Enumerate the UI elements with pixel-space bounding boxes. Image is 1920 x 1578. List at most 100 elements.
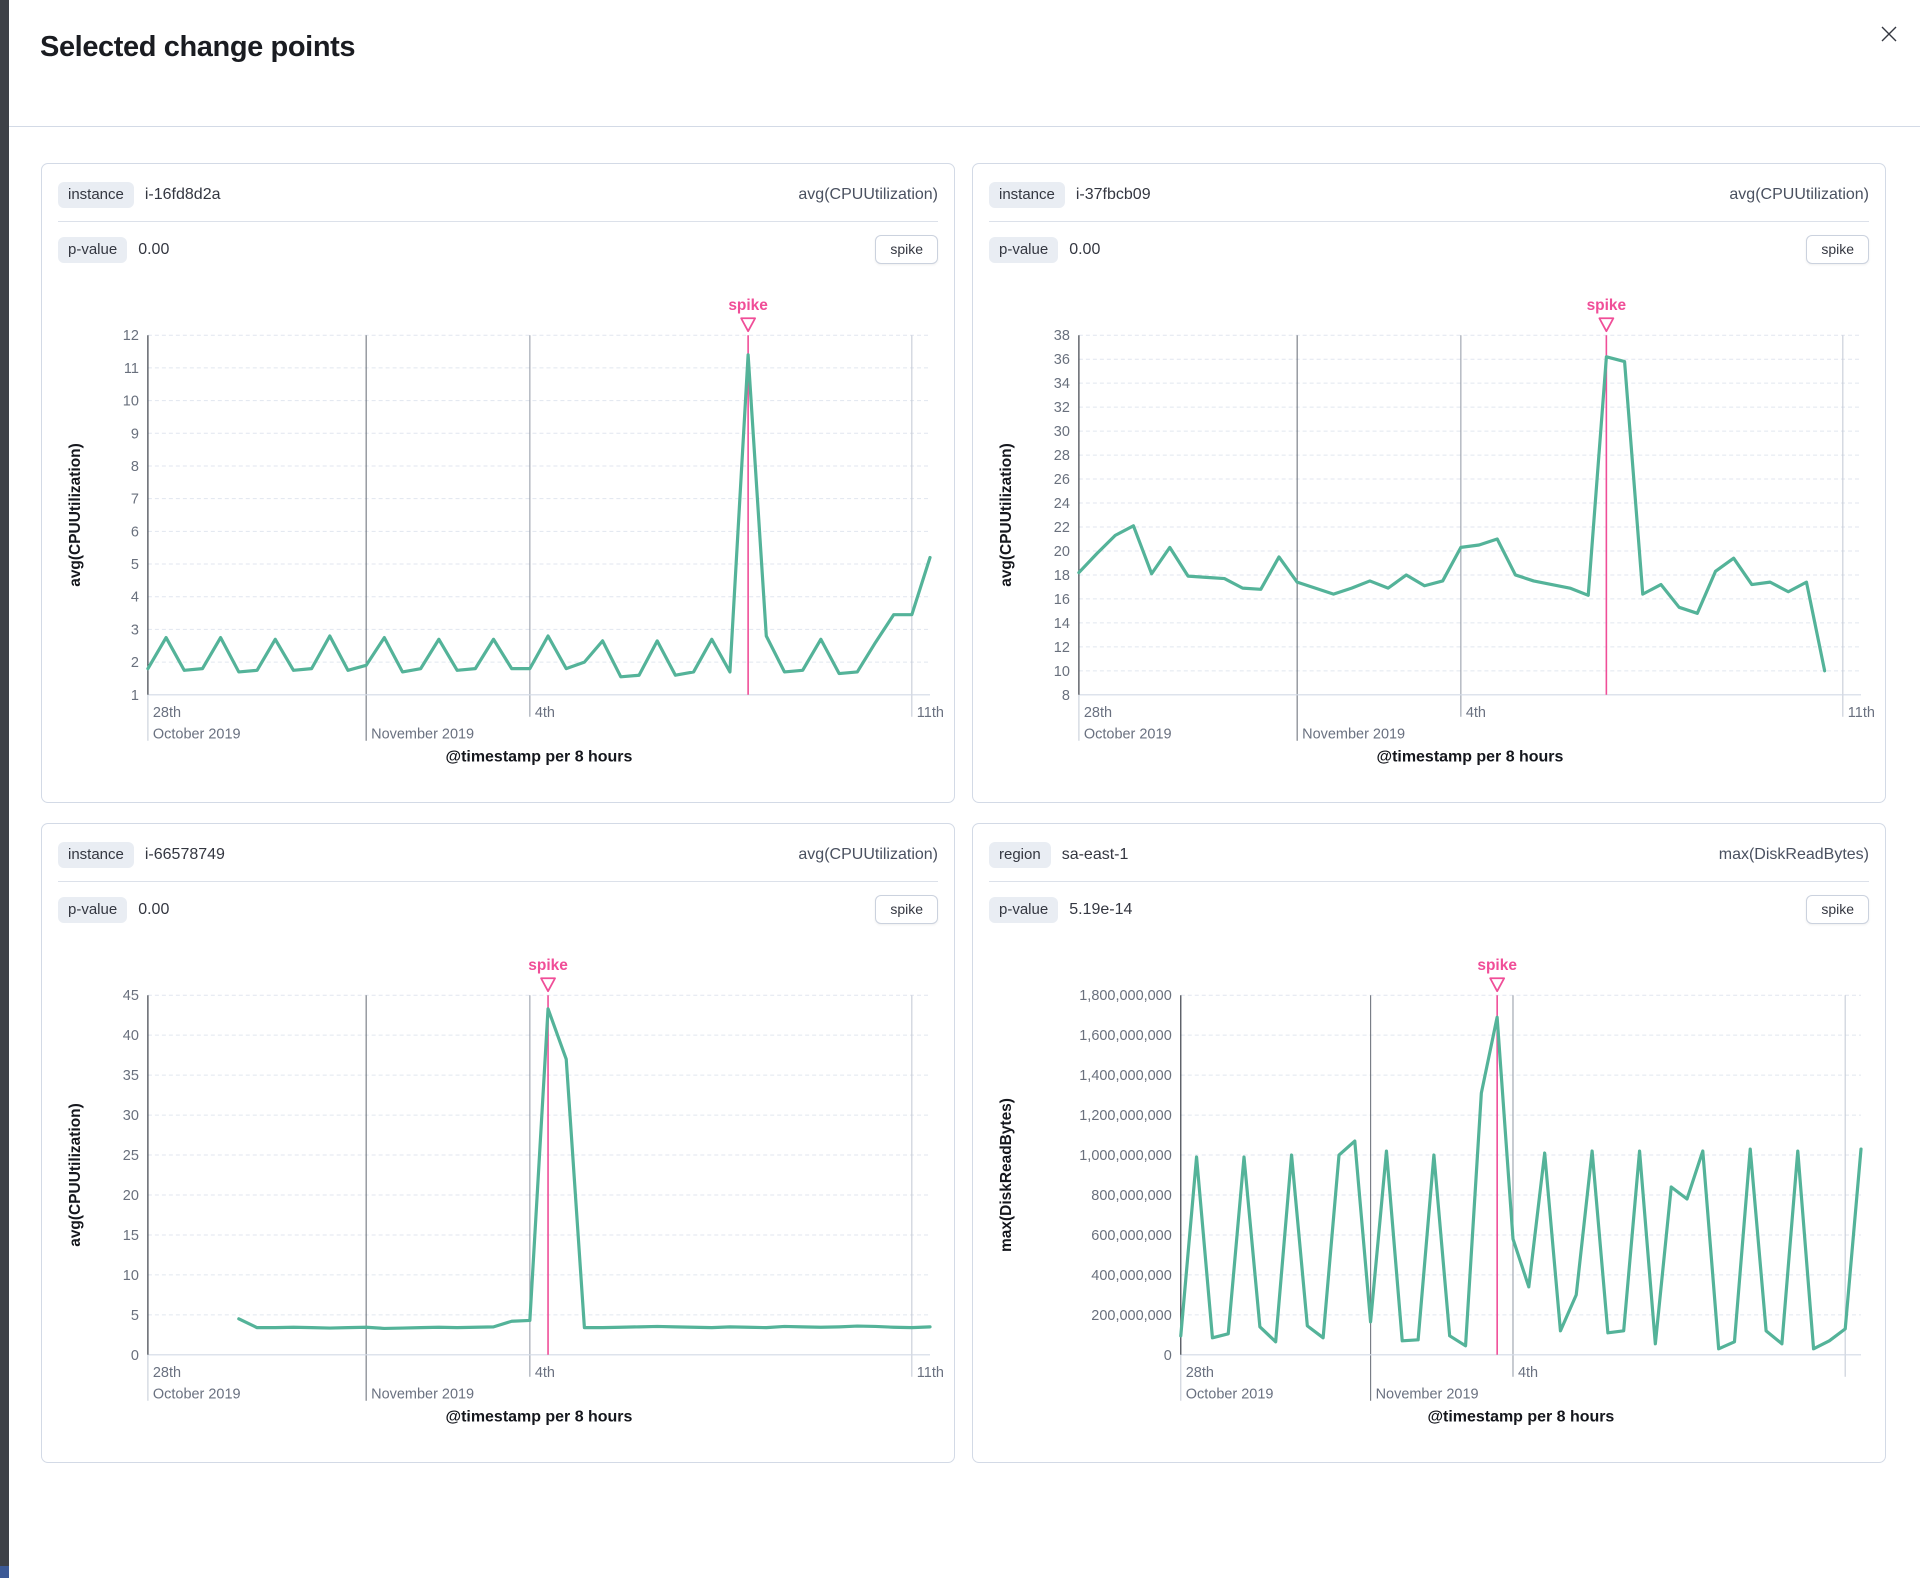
svg-text:2: 2 bbox=[131, 655, 139, 671]
svg-text:16: 16 bbox=[1054, 592, 1070, 608]
close-icon bbox=[1880, 25, 1898, 46]
field-value: sa-east-1 bbox=[1061, 846, 1129, 863]
svg-text:1,800,000,000: 1,800,000,000 bbox=[1079, 988, 1172, 1004]
change-point-card: instance i-16fd8d2a avg(CPUUtilization) … bbox=[41, 163, 955, 803]
field-value: i-66578749 bbox=[144, 846, 225, 863]
svg-text:October 2019: October 2019 bbox=[153, 1387, 241, 1403]
svg-text:18: 18 bbox=[1054, 568, 1070, 584]
card-subheader-row: p-value 0.00 spike bbox=[58, 882, 938, 928]
svg-text:1,400,000,000: 1,400,000,000 bbox=[1079, 1068, 1172, 1084]
svg-text:24: 24 bbox=[1054, 496, 1070, 512]
svg-text:4th: 4th bbox=[535, 705, 555, 721]
svg-text:@timestamp per 8 hours: @timestamp per 8 hours bbox=[1377, 749, 1564, 766]
modal-title: Selected change points bbox=[40, 31, 356, 63]
svg-text:11th: 11th bbox=[917, 705, 944, 721]
card-subheader-row: p-value 0.00 spike bbox=[989, 222, 1869, 268]
svg-text:28th: 28th bbox=[1084, 705, 1112, 721]
change-point-chart[interactable]: 0 5 10 15 20 25 30 35 40 45 28th October 2019 Novemb… bbox=[58, 930, 944, 1448]
svg-text:26: 26 bbox=[1054, 472, 1070, 488]
svg-text:32: 32 bbox=[1054, 400, 1070, 416]
svg-text:0: 0 bbox=[1164, 1348, 1172, 1364]
svg-text:1,000,000,000: 1,000,000,000 bbox=[1079, 1148, 1172, 1164]
svg-text:40: 40 bbox=[123, 1028, 139, 1044]
background-overlay-strip bbox=[0, 0, 9, 1578]
svg-text:45: 45 bbox=[123, 988, 139, 1004]
metric-function-label: max(DiskReadBytes) bbox=[1718, 846, 1869, 863]
svg-text:10: 10 bbox=[123, 394, 139, 410]
svg-text:15: 15 bbox=[123, 1228, 139, 1244]
svg-text:34: 34 bbox=[1054, 376, 1070, 392]
svg-text:12: 12 bbox=[1054, 640, 1070, 656]
change-point-chart[interactable]: 0 200,000,000 400,000,000 600,000,000 800,00… bbox=[989, 930, 1869, 1448]
field-value: i-37fbcb09 bbox=[1075, 186, 1151, 203]
svg-text:1,600,000,000: 1,600,000,000 bbox=[1079, 1028, 1172, 1044]
close-button[interactable] bbox=[1872, 18, 1906, 52]
svg-text:avg(CPUUtilization): avg(CPUUtilization) bbox=[67, 1103, 84, 1247]
svg-text:28th: 28th bbox=[153, 1365, 181, 1381]
svg-text:11th: 11th bbox=[917, 1365, 944, 1381]
svg-text:28th: 28th bbox=[153, 705, 181, 721]
svg-text:avg(CPUUtilization): avg(CPUUtilization) bbox=[67, 443, 84, 587]
svg-text:November 2019: November 2019 bbox=[371, 1387, 474, 1403]
svg-text:35: 35 bbox=[123, 1068, 139, 1084]
svg-text:October 2019: October 2019 bbox=[153, 727, 241, 743]
svg-text:30: 30 bbox=[1054, 424, 1070, 440]
svg-text:9: 9 bbox=[131, 426, 139, 442]
change-type-button[interactable]: spike bbox=[875, 895, 938, 924]
svg-text:1: 1 bbox=[131, 688, 139, 704]
svg-text:12: 12 bbox=[123, 328, 139, 344]
change-type-button[interactable]: spike bbox=[875, 235, 938, 264]
svg-text:4: 4 bbox=[131, 590, 139, 606]
svg-text:36: 36 bbox=[1054, 352, 1070, 368]
change-type-button[interactable]: spike bbox=[1806, 235, 1869, 264]
svg-text:28: 28 bbox=[1054, 448, 1070, 464]
svg-text:@timestamp per 8 hours: @timestamp per 8 hours bbox=[1427, 1409, 1614, 1426]
svg-text:5: 5 bbox=[131, 557, 139, 573]
field-name-badge: instance bbox=[989, 182, 1065, 208]
svg-text:30: 30 bbox=[123, 1108, 139, 1124]
svg-text:38: 38 bbox=[1054, 328, 1070, 344]
card-subheader-row: p-value 5.19e-14 spike bbox=[989, 882, 1869, 928]
svg-text:11: 11 bbox=[124, 361, 139, 377]
svg-text:22: 22 bbox=[1054, 520, 1070, 536]
p-value-badge: p-value bbox=[58, 896, 128, 923]
metric-function-label: avg(CPUUtilization) bbox=[1729, 186, 1869, 203]
field-name-badge: instance bbox=[58, 182, 134, 208]
field-value: i-16fd8d2a bbox=[144, 186, 221, 203]
change-type-button[interactable]: spike bbox=[1806, 895, 1869, 924]
svg-text:@timestamp per 8 hours: @timestamp per 8 hours bbox=[446, 749, 633, 766]
svg-text:spike: spike bbox=[1477, 957, 1517, 974]
svg-text:spike: spike bbox=[528, 957, 568, 974]
field-name-badge: instance bbox=[58, 842, 134, 868]
modal-header: Selected change points bbox=[0, 0, 1920, 127]
p-value: 0.00 bbox=[138, 240, 170, 258]
svg-text:600,000,000: 600,000,000 bbox=[1091, 1228, 1171, 1244]
svg-text:November 2019: November 2019 bbox=[1376, 1387, 1479, 1403]
svg-text:400,000,000: 400,000,000 bbox=[1091, 1268, 1171, 1284]
svg-text:7: 7 bbox=[131, 492, 139, 508]
change-point-card: region sa-east-1 max(DiskReadBytes) p-va… bbox=[972, 823, 1886, 1463]
svg-text:1,200,000,000: 1,200,000,000 bbox=[1079, 1108, 1172, 1124]
change-point-chart[interactable]: 8 10 12 14 16 18 20 22 24 26 28 30 32 34 36 38 28th Octob… bbox=[989, 270, 1875, 788]
svg-text:spike: spike bbox=[728, 297, 768, 314]
svg-text:4th: 4th bbox=[1466, 705, 1486, 721]
field-name-badge: region bbox=[989, 842, 1051, 868]
change-point-card: instance i-66578749 avg(CPUUtilization) … bbox=[41, 823, 955, 1463]
svg-text:@timestamp per 8 hours: @timestamp per 8 hours bbox=[446, 1409, 633, 1426]
svg-text:4th: 4th bbox=[535, 1365, 555, 1381]
svg-text:5: 5 bbox=[131, 1308, 139, 1324]
p-value: 0.00 bbox=[138, 900, 170, 918]
svg-text:28th: 28th bbox=[1186, 1365, 1214, 1381]
svg-text:November 2019: November 2019 bbox=[1302, 727, 1405, 743]
svg-text:avg(CPUUtilization): avg(CPUUtilization) bbox=[998, 443, 1015, 587]
p-value-badge: p-value bbox=[58, 236, 128, 263]
svg-text:October 2019: October 2019 bbox=[1186, 1387, 1274, 1403]
svg-text:8: 8 bbox=[131, 459, 139, 475]
card-header-row: instance i-16fd8d2a avg(CPUUtilization) bbox=[58, 176, 938, 222]
svg-text:max(DiskReadBytes): max(DiskReadBytes) bbox=[998, 1098, 1015, 1252]
svg-text:200,000,000: 200,000,000 bbox=[1091, 1308, 1171, 1324]
svg-text:11th: 11th bbox=[1848, 705, 1875, 721]
change-point-cards-grid: instance i-16fd8d2a avg(CPUUtilization) … bbox=[0, 127, 1920, 1463]
svg-text:November 2019: November 2019 bbox=[371, 727, 474, 743]
